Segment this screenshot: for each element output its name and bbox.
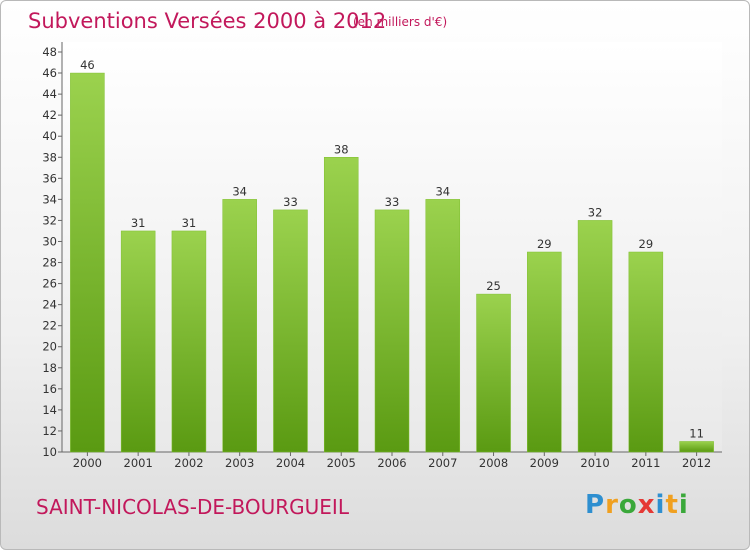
x-tick-label-2000: 2000 (73, 456, 102, 470)
proxiti-logo: Proxiti (585, 490, 689, 520)
bar-2006 (374, 209, 410, 453)
logo-letter: r (605, 490, 619, 520)
x-tick-label-2001: 2001 (124, 456, 153, 470)
axes: 10 12 14 16 18 20 22 24 26 28 30 32 34 36 38 40 42 44 46 48… (42, 42, 722, 470)
value-labels: 46 31 31 34 33 38 33 34 25 29 32 29 11 (80, 58, 704, 440)
x-tick-label-2005: 2005 (327, 456, 356, 470)
x-tick-label-2002: 2002 (174, 456, 203, 470)
y-tick-label: 24 (42, 298, 57, 312)
y-tick-label: 26 (42, 277, 57, 291)
logo-letter: i (655, 490, 666, 520)
y-tick-label: 34 (42, 192, 57, 206)
y-tick-label: 14 (42, 403, 57, 417)
chart-subtitle: (en milliers d'€) (353, 15, 448, 29)
y-tick-label: 22 (42, 319, 57, 333)
bar-2009 (527, 251, 562, 453)
x-tick-label-2007: 2007 (428, 456, 457, 470)
bar-2001 (120, 230, 156, 453)
y-tick-label: 30 (42, 234, 57, 248)
data-label-2012: 11 (689, 426, 704, 440)
data-label-2000: 46 (80, 58, 95, 72)
commune-name: SAINT-NICOLAS-DE-BOURGUEIL (36, 495, 349, 519)
data-label-2002: 31 (182, 216, 197, 230)
logo-letter: o (618, 490, 638, 520)
bar-2010 (577, 220, 613, 453)
y-tick-label: 46 (42, 66, 57, 80)
y-tick-label: 20 (42, 340, 57, 354)
bars (70, 72, 714, 453)
data-label-2011: 29 (639, 237, 654, 251)
bar-2012 (679, 441, 714, 453)
y-tick-label: 28 (42, 256, 57, 270)
y-tick-label: 44 (42, 87, 57, 101)
logo-letter: t (665, 490, 679, 520)
bar-2003 (222, 199, 257, 453)
logo-letter: i (678, 490, 689, 520)
y-tick-label: 18 (42, 361, 57, 375)
y-tick-label: 42 (42, 108, 57, 122)
data-label-2009: 29 (537, 237, 552, 251)
x-tick-label-2012: 2012 (682, 456, 711, 470)
x-tick-label-2010: 2010 (580, 456, 609, 470)
bar-2008 (476, 293, 511, 453)
x-tick-label-2011: 2011 (631, 456, 660, 470)
data-label-2001: 31 (131, 216, 146, 230)
y-tick-label: 38 (42, 150, 57, 164)
x-tick-label-2003: 2003 (225, 456, 254, 470)
y-tick-label: 10 (42, 445, 57, 459)
y-tick-label: 48 (42, 45, 57, 59)
data-label-2008: 25 (486, 279, 501, 293)
chart-title: Subventions Versées 2000 à 2012 (28, 9, 387, 33)
x-tick-label-2009: 2009 (530, 456, 559, 470)
data-label-2004: 33 (283, 195, 298, 209)
logo-letter: x (637, 490, 656, 520)
x-tick-label-2008: 2008 (479, 456, 508, 470)
bar-2000 (70, 72, 105, 453)
bar-2007 (425, 199, 461, 453)
y-tick-label: 36 (42, 171, 57, 185)
data-label-2006: 33 (385, 195, 400, 209)
data-label-2003: 34 (232, 184, 247, 198)
y-tick-label: 12 (42, 424, 57, 438)
data-label-2007: 34 (435, 184, 450, 198)
bar-2011 (628, 251, 664, 453)
logo-letter: P (585, 490, 606, 520)
bar-2004 (273, 209, 308, 453)
x-tick-label-2006: 2006 (377, 456, 406, 470)
y-tick-label: 32 (42, 213, 57, 227)
y-tick-label: 16 (42, 382, 57, 396)
data-label-2010: 32 (588, 205, 603, 219)
y-tick-label: 40 (42, 129, 57, 143)
x-tick-label-2004: 2004 (276, 456, 305, 470)
bar-2005 (323, 157, 359, 453)
bar-2002 (171, 230, 207, 453)
data-label-2005: 38 (334, 142, 349, 156)
